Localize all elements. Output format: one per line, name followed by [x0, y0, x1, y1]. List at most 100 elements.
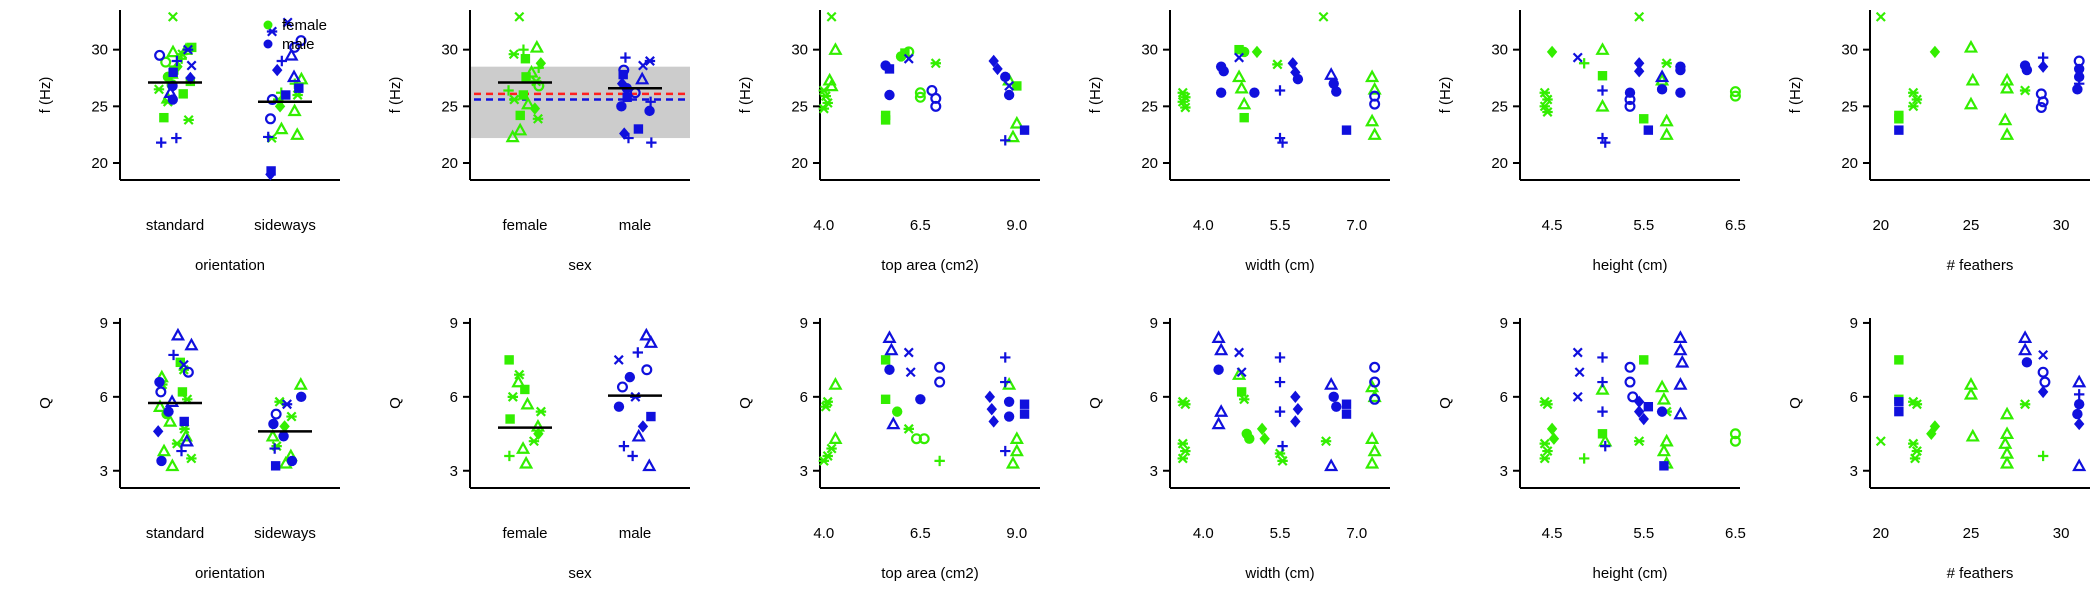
x-tick-label: 5.5: [1633, 525, 1654, 542]
data-point-male: [616, 381, 628, 393]
data-point-male: [635, 71, 650, 85]
data-point-female: [177, 387, 188, 397]
y-tick-label: 6: [1850, 389, 1858, 406]
data-point-male: [1274, 406, 1286, 417]
data-point-male: [984, 390, 996, 404]
data-point-female: [1597, 429, 1608, 439]
data-point-male: [270, 461, 281, 471]
data-point-male: [886, 416, 901, 430]
data-point-female: [1578, 58, 1590, 69]
data-point-female: [820, 401, 831, 412]
x-tick-label: 9.0: [1006, 525, 1027, 542]
data-point-female: [1963, 386, 1979, 400]
data-point-male: [272, 63, 283, 77]
data-point-female: [1237, 96, 1252, 110]
data-point-female: [1318, 11, 1329, 22]
data-point-male: [2021, 357, 2033, 368]
data-point-male: [1574, 367, 1585, 378]
data-point-male: [1675, 354, 1690, 368]
data-point-male: [2038, 349, 2049, 360]
data-point-male: [613, 354, 624, 365]
data-point-female: [1177, 453, 1188, 464]
data-point-female: [520, 54, 531, 64]
data-point-female: [505, 129, 520, 143]
range-band: [470, 66, 690, 139]
x-tick-label: 6.5: [1725, 217, 1746, 234]
data-point-female: [171, 438, 183, 449]
data-point-female: [934, 455, 945, 467]
data-point-female: [1655, 379, 1670, 393]
data-point-female: [1542, 399, 1553, 410]
y-tick-label: 9: [1150, 315, 1158, 332]
data-point-male: [1600, 440, 1611, 452]
y-tick-label: 3: [1850, 463, 1858, 480]
data-point-male: [2037, 96, 2049, 108]
data-point-male: [1234, 347, 1245, 358]
data-point-male: [1324, 458, 1339, 472]
y-tick-label: 20: [1141, 155, 1158, 172]
data-point-male: [882, 330, 897, 343]
data-point-female: [160, 56, 172, 68]
data-point-male: [1673, 406, 1688, 420]
x-axis-label: top area (cm2): [881, 257, 979, 274]
data-point-male: [2073, 71, 2085, 83]
data-point-male: [282, 17, 293, 28]
y-tick-label: 3: [450, 463, 458, 480]
x-axis-label: sex: [568, 257, 592, 274]
data-point-female: [1999, 127, 2015, 140]
data-point-female: [1894, 114, 1904, 124]
x-axis-label: # feathers: [1947, 257, 2014, 274]
x-tick-label: 20: [1872, 217, 1889, 234]
data-point-male: [638, 60, 648, 71]
data-point-male: [627, 450, 638, 462]
data-point-female: [186, 453, 197, 464]
x-axis-label: orientation: [195, 257, 265, 274]
data-point-male: [1673, 330, 1688, 343]
data-point-male: [620, 52, 631, 63]
y-axis-label: f (Hz): [1087, 77, 1104, 114]
data-point-male: [1643, 125, 1654, 135]
data-point-female: [1999, 406, 2015, 420]
data-point-male: [1341, 399, 1352, 409]
data-point-male: [1894, 397, 1904, 407]
data-point-female: [167, 11, 178, 22]
data-point-male: [154, 49, 166, 61]
data-point-male: [884, 64, 895, 74]
y-tick-label: 3: [100, 463, 108, 480]
data-point-male: [289, 41, 301, 53]
data-point-male: [1287, 57, 1298, 70]
x-tick-label: 5.5: [1633, 217, 1654, 234]
data-point-male: [2073, 63, 2085, 75]
y-tick-label: 9: [100, 315, 108, 332]
x-tick-label: 5.5: [1270, 525, 1291, 542]
data-point-male: [1324, 67, 1339, 80]
data-point-female: [1239, 112, 1249, 123]
panel-f-width-cm: 20 25 30 f (Hz) 4.0 5.5 7.0 width (cm): [1087, 10, 1390, 274]
data-point-female: [828, 377, 843, 390]
data-point-female: [1542, 107, 1553, 117]
data-point-male: [286, 69, 302, 83]
data-point-male: [1211, 330, 1226, 343]
data-point-male: [618, 440, 630, 452]
data-point-female: [1539, 87, 1550, 98]
data-point-male: [186, 60, 197, 71]
data-point-male: [2073, 389, 2085, 400]
x-tick-label: 6.5: [910, 525, 931, 542]
y-axis-label: Q: [1087, 397, 1104, 409]
data-point-female: [1009, 443, 1024, 457]
data-point-female: [176, 53, 187, 64]
y-axis-label: f (Hz): [1437, 77, 1454, 114]
data-point-male: [171, 55, 183, 67]
data-point-female: [1656, 443, 1671, 457]
data-point-female: [914, 91, 926, 103]
data-point-male: [1673, 377, 1688, 390]
y-tick-label: 6: [1150, 389, 1158, 406]
x-axis-label: # feathers: [1947, 565, 2014, 582]
data-point-female: [509, 94, 520, 105]
data-point-male: [644, 105, 655, 117]
data-point-male: [152, 425, 164, 438]
data-point-male: [1624, 361, 1636, 373]
data-point-female: [1232, 69, 1247, 83]
data-point-female: [1639, 355, 1649, 365]
